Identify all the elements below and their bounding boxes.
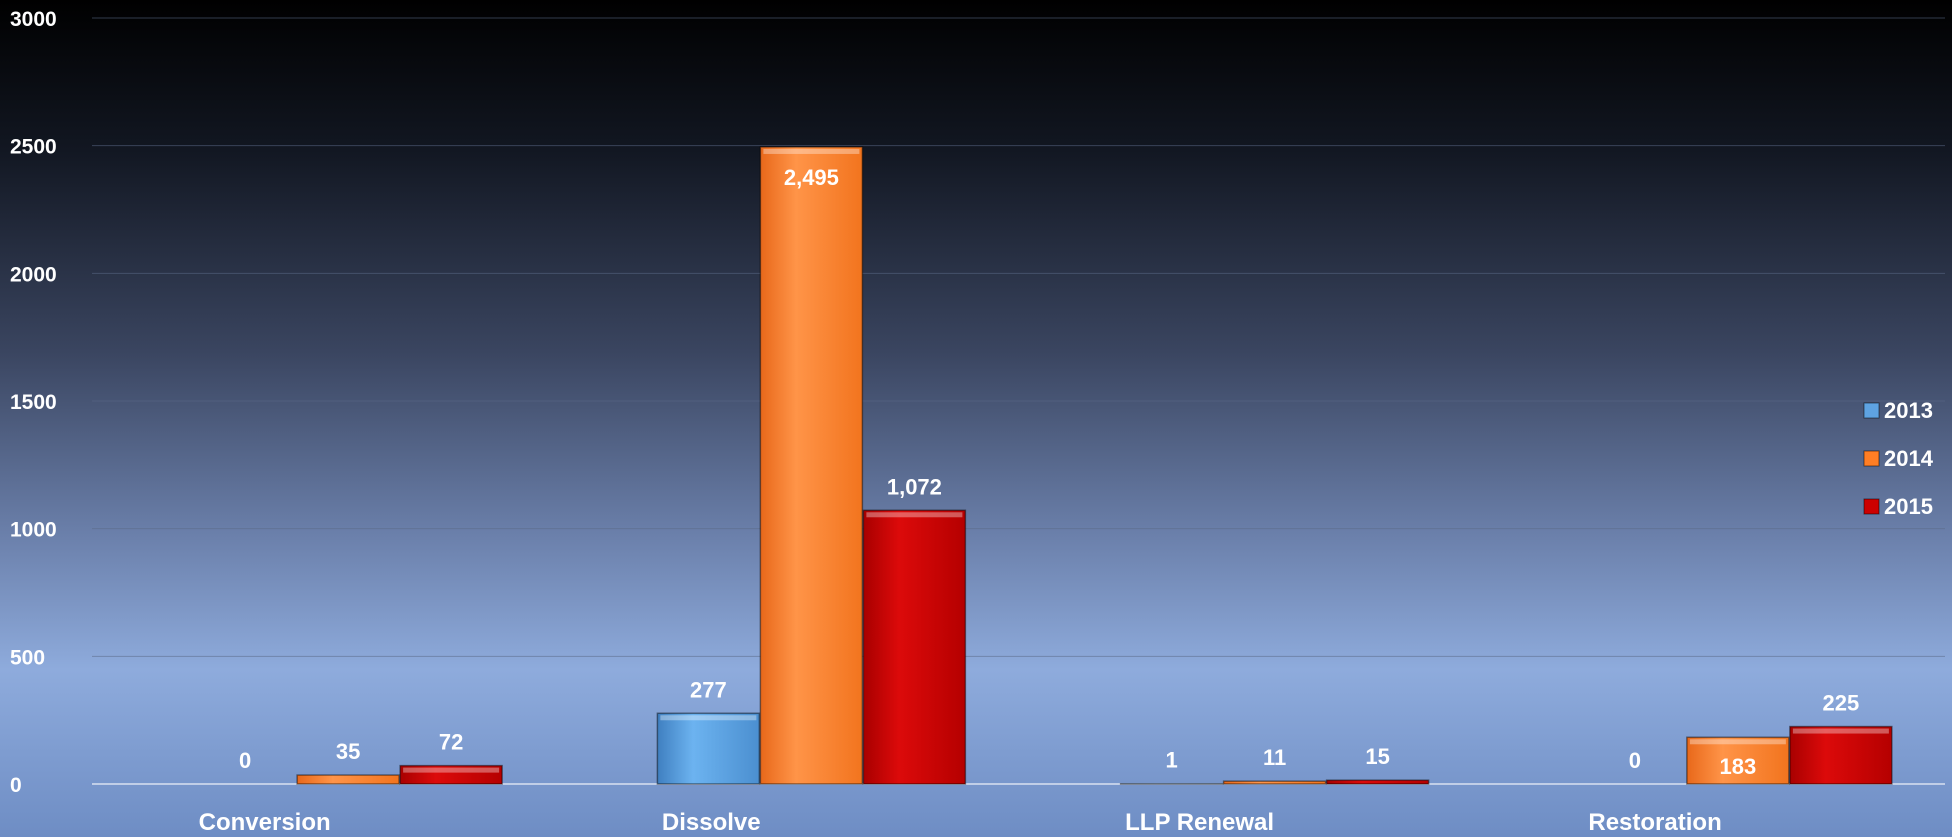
legend-label-2014: 2014: [1884, 446, 1934, 471]
legend-swatch-2013: [1863, 402, 1880, 419]
data-label: 35: [336, 739, 360, 764]
data-label: 0: [1629, 748, 1641, 773]
data-label: 15: [1365, 744, 1389, 769]
x-tick-label: Restoration: [1588, 809, 1721, 836]
legend-label-2015: 2015: [1884, 494, 1933, 519]
data-label: 1,072: [887, 474, 942, 499]
y-tick-label: 0: [10, 774, 22, 797]
bar-2014-restoration: [1686, 736, 1790, 785]
data-label: 225: [1823, 691, 1860, 716]
legend-label-2013: 2013: [1884, 398, 1933, 423]
bar-highlight: [1689, 739, 1786, 745]
y-tick-label: 3000: [10, 8, 57, 31]
y-tick-label: 2000: [10, 263, 57, 286]
data-label: 2,495: [784, 165, 839, 190]
legend-swatch-2014: [1863, 450, 1880, 467]
bar-highlight: [1792, 728, 1889, 734]
bar-highlight: [660, 715, 757, 721]
bar-2015-llp-renewal: [1325, 779, 1430, 785]
data-label: 1: [1166, 748, 1178, 773]
data-label: 72: [439, 730, 463, 755]
bar-2014-dissolve: [759, 146, 864, 785]
data-label: 277: [690, 677, 727, 702]
data-label: 0: [239, 748, 251, 773]
bar-highlight: [763, 148, 860, 154]
legend-swatch-2015: [1863, 498, 1880, 515]
data-label: 183: [1720, 754, 1757, 779]
data-label: 11: [1263, 745, 1286, 770]
x-tick-label: Conversion: [199, 809, 331, 836]
y-tick-label: 1000: [10, 519, 57, 542]
bar-highlight: [866, 512, 963, 518]
bar-2015-conversion: [399, 764, 503, 785]
y-tick-label: 500: [10, 646, 45, 669]
bar-2014-llp-renewal: [1222, 780, 1327, 785]
bar-2013-dissolve: [656, 712, 761, 785]
bar-2014-conversion: [296, 774, 400, 785]
x-tick-label: LLP Renewal: [1125, 809, 1274, 836]
bar-2015-dissolve: [862, 509, 967, 785]
y-tick-label: 1500: [10, 391, 57, 414]
bar-2015-restoration: [1789, 725, 1893, 785]
bar-highlight: [403, 767, 500, 773]
x-tick-label: Dissolve: [662, 809, 761, 836]
y-tick-label: 2500: [10, 136, 57, 159]
